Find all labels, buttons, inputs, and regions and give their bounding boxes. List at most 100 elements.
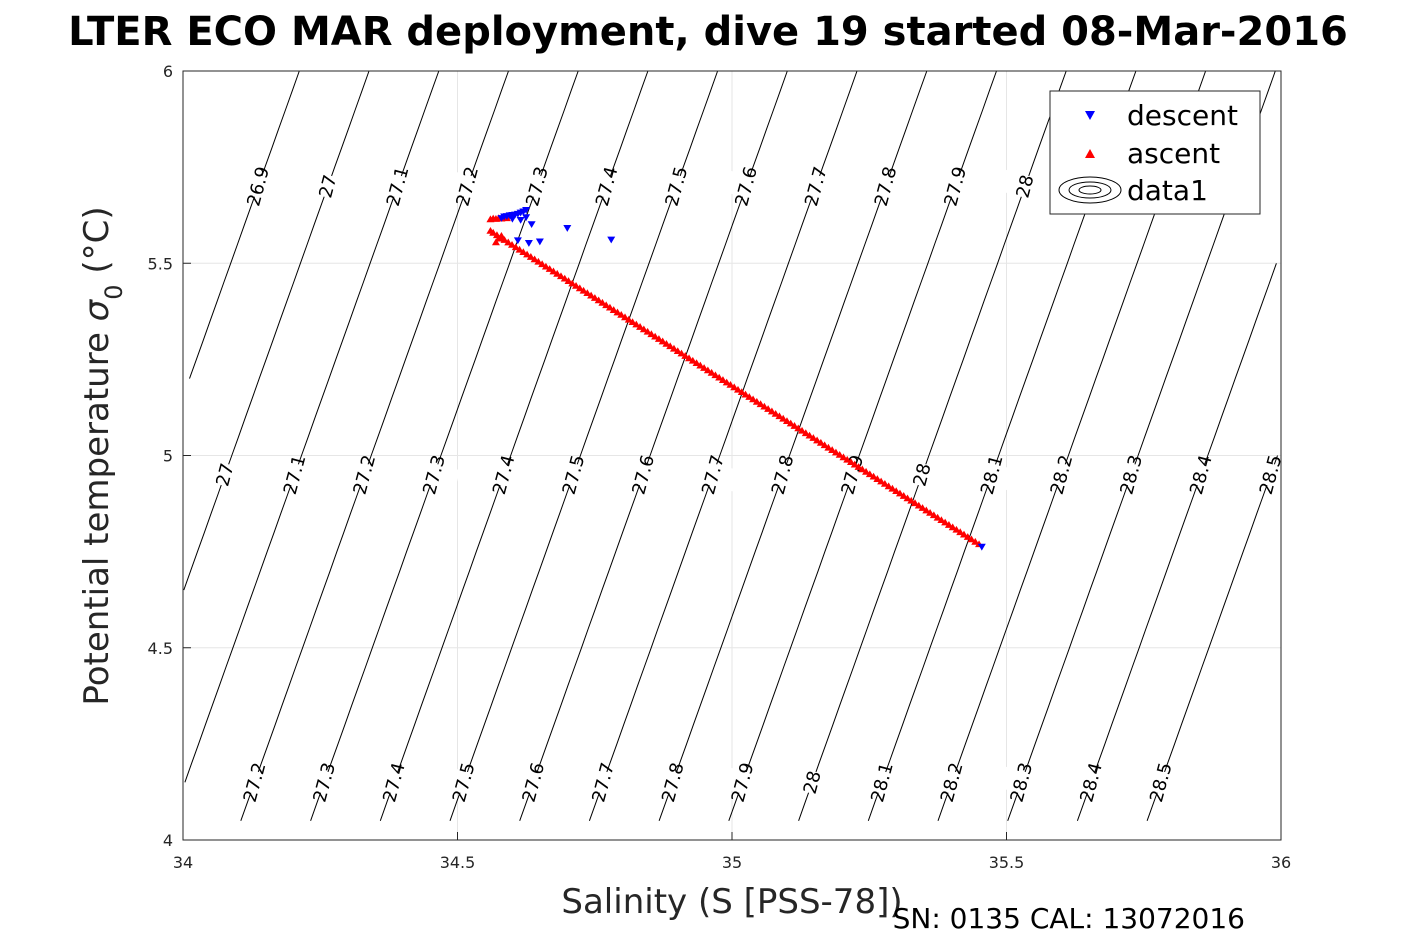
- isopycnal-label-mask: [298, 765, 351, 800]
- ascent-point: [941, 518, 950, 526]
- ascent-point: [609, 306, 618, 313]
- ascent-point: [771, 409, 780, 417]
- ascent-point: [801, 429, 810, 437]
- isopycnal-line: [183, 70, 370, 591]
- ascent-point: [903, 494, 912, 502]
- ascent-point: [865, 470, 874, 478]
- ascent-point: [971, 537, 980, 545]
- ascent-point: [692, 359, 701, 367]
- isopycnal-label-mask: [995, 765, 1048, 800]
- ascent-point: [553, 269, 562, 277]
- isopycnal-label-mask: [929, 169, 982, 204]
- y-axis-label-subscript: 0: [100, 284, 128, 299]
- isopycnal-label-mask: [617, 457, 670, 492]
- isopycnal-label-mask: [437, 765, 490, 800]
- ascent-point: [587, 291, 596, 299]
- ascent-point: [862, 467, 871, 475]
- ascent-point: [918, 504, 927, 511]
- isopycnal-label-mask: [228, 765, 281, 800]
- ascent-point: [952, 525, 961, 533]
- calibration-footer: SN: 0135 CAL: 13072016: [893, 902, 1245, 935]
- ascent-point: [779, 414, 788, 422]
- ascent-point: [745, 393, 754, 400]
- grid: [183, 71, 1281, 840]
- ascent-point: [764, 405, 773, 412]
- ascent-point: [922, 506, 931, 514]
- ascent-point: [933, 513, 942, 521]
- isopycnal-label-mask: [1035, 457, 1088, 492]
- ascent-point: [937, 516, 946, 523]
- isopycnal-label-mask: [577, 765, 630, 800]
- ascent-point: [835, 451, 844, 458]
- legend[interactable]: descent ascent data1: [1049, 90, 1261, 215]
- isopycnal-label-mask: [408, 457, 461, 492]
- ascent-point: [711, 371, 720, 379]
- ascent-point: [722, 378, 731, 386]
- ascent-point: [636, 323, 645, 330]
- ascent-point: [602, 301, 611, 309]
- ascent-point: [895, 489, 904, 497]
- descent-point: [607, 236, 616, 244]
- ascent-point: [873, 475, 882, 482]
- isopycnal-label-mask: [789, 169, 842, 204]
- isopycnal-label-mask: [756, 457, 809, 492]
- ascent-point: [643, 327, 652, 335]
- isopycnal-label-mask: [855, 765, 909, 800]
- ascent-point: [598, 298, 607, 306]
- y-axis-label-unit: (°C): [77, 206, 117, 284]
- ascent-point: [926, 508, 935, 516]
- isopycnal-label-mask: [198, 457, 251, 492]
- descent-point: [535, 238, 544, 246]
- isopycnal-line: [189, 70, 300, 379]
- ascent-point: [839, 453, 848, 461]
- ascent-point: [613, 308, 622, 316]
- ascent-point: [590, 294, 599, 301]
- ascent-point: [677, 349, 686, 357]
- ascent-point: [523, 250, 532, 258]
- ascent-point: [858, 465, 867, 473]
- ascent-point: [497, 231, 506, 239]
- ascent-point: [798, 426, 807, 434]
- ascent-point: [632, 320, 641, 328]
- ascent-point: [662, 339, 671, 347]
- ascent-point: [707, 368, 716, 376]
- ascent-point: [538, 260, 547, 268]
- ascent-point: [669, 344, 678, 352]
- isopycnal-label-mask: [547, 457, 600, 492]
- ascent-point: [850, 460, 859, 468]
- ascent-point: [519, 248, 528, 256]
- isopycnal-label-mask: [1065, 765, 1118, 800]
- x-tick-label: 36: [1271, 853, 1291, 872]
- ascent-point: [583, 289, 592, 297]
- ascent-point: [508, 240, 517, 248]
- x-axis-ticks: 34 34.5 35 35.5 36: [173, 832, 1291, 872]
- ascent-point: [752, 397, 761, 405]
- isopycnal-label-mask: [1174, 457, 1227, 492]
- ascent-point: [944, 521, 953, 528]
- ascent-point: [828, 446, 837, 453]
- y-axis-label-main: Potential temperature: [77, 321, 117, 705]
- ascent-point: [681, 352, 690, 359]
- isopycnal-label-mask: [1134, 765, 1187, 800]
- ascent-point: [820, 441, 829, 449]
- chart-title: LTER ECO MAR deployment, dive 19 started…: [68, 9, 1348, 55]
- descent-point: [563, 225, 572, 232]
- x-tick-label: 35.5: [989, 853, 1025, 872]
- ascent-point: [843, 455, 852, 463]
- ascent-point: [628, 318, 637, 326]
- y-axis-label: Potential temperature σ0 (°C): [77, 206, 128, 705]
- x-axis-label: Salinity (S [PSS-78]): [561, 882, 902, 922]
- ascent-point: [530, 255, 539, 263]
- ascent-point: [715, 373, 724, 381]
- ascent-point: [760, 402, 769, 410]
- ascent-point: [737, 388, 746, 396]
- ascent-point: [541, 262, 550, 270]
- ascent-point: [775, 412, 784, 420]
- ascent-point: [673, 347, 682, 354]
- isopycnal-label-mask: [686, 457, 739, 492]
- ascent-point: [556, 272, 565, 280]
- x-tick-label: 35: [722, 853, 742, 872]
- ascent-point: [639, 325, 648, 333]
- ascent-point: [696, 361, 705, 369]
